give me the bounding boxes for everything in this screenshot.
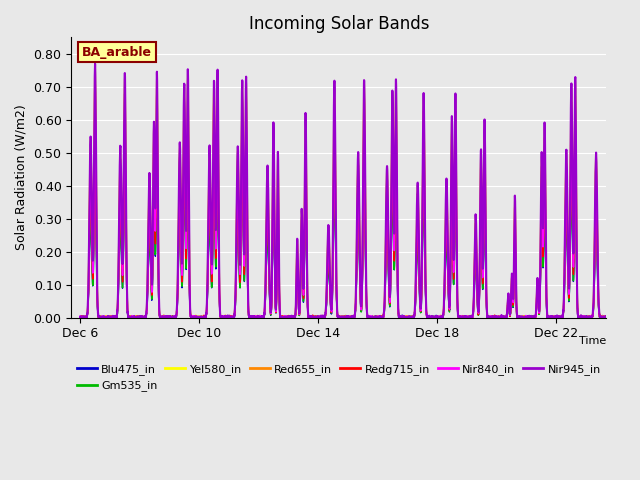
Yel580_in — [76, 315, 84, 321]
Red655_in — [605, 315, 613, 321]
Redg715_in — [605, 314, 613, 320]
Redg715_in — [76, 315, 84, 321]
Nir945_in — [175, 159, 183, 165]
Nir945_in — [395, 312, 403, 317]
Blu475_in — [92, 171, 99, 177]
Redg715_in — [612, 315, 620, 321]
Blu475_in — [395, 315, 403, 321]
Nir840_in — [76, 315, 84, 321]
Nir840_in — [605, 315, 613, 321]
Blu475_in — [99, 314, 106, 320]
Yel580_in — [76, 314, 84, 320]
Text: Time: Time — [579, 336, 607, 346]
Gm535_in — [612, 314, 620, 320]
Red655_in — [76, 315, 84, 321]
Blu475_in — [175, 225, 183, 230]
Redg715_in — [76, 314, 84, 320]
Yel580_in — [92, 67, 99, 72]
Y-axis label: Solar Radiation (W/m2): Solar Radiation (W/m2) — [15, 105, 28, 250]
Nir840_in — [612, 314, 620, 320]
Gm535_in — [172, 315, 180, 321]
Redg715_in — [395, 313, 403, 319]
Red655_in — [172, 312, 180, 318]
Legend: Blu475_in, Gm535_in, Yel580_in, Red655_in, Redg715_in, Nir840_in, Nir945_in: Blu475_in, Gm535_in, Yel580_in, Red655_i… — [72, 360, 605, 396]
Blu475_in — [256, 315, 264, 321]
Nir840_in — [172, 312, 180, 318]
Redg715_in — [99, 315, 106, 321]
Nir945_in — [76, 315, 84, 321]
Line: Redg715_in: Redg715_in — [80, 145, 616, 318]
Red655_in — [612, 314, 620, 320]
Nir840_in — [256, 312, 264, 318]
Red655_in — [395, 313, 403, 319]
Nir840_in — [175, 191, 183, 197]
Yel580_in — [605, 314, 613, 320]
Blu475_in — [605, 314, 613, 320]
Gm535_in — [256, 314, 264, 320]
Gm535_in — [395, 314, 403, 320]
Nir840_in — [92, 111, 99, 117]
Red655_in — [98, 314, 106, 320]
Yel580_in — [99, 315, 106, 321]
Gm535_in — [605, 314, 613, 320]
Line: Nir840_in: Nir840_in — [80, 114, 616, 318]
Nir945_in — [98, 314, 106, 320]
Line: Gm535_in: Gm535_in — [80, 170, 616, 318]
Gm535_in — [175, 221, 183, 227]
Gm535_in — [92, 167, 99, 173]
Title: Incoming Solar Bands: Incoming Solar Bands — [248, 15, 429, 33]
Nir945_in — [92, 61, 99, 67]
Redg715_in — [175, 206, 183, 212]
Red655_in — [92, 81, 99, 87]
Blu475_in — [172, 312, 180, 318]
Yel580_in — [172, 312, 180, 318]
Blu475_in — [77, 315, 84, 321]
Gm535_in — [77, 315, 84, 321]
Line: Red655_in: Red655_in — [80, 84, 616, 318]
Blu475_in — [612, 315, 620, 321]
Text: BA_arable: BA_arable — [82, 46, 152, 59]
Nir840_in — [395, 313, 403, 319]
Red655_in — [256, 315, 264, 321]
Nir945_in — [612, 314, 620, 320]
Yel580_in — [612, 314, 620, 320]
Gm535_in — [99, 314, 106, 320]
Yel580_in — [175, 157, 183, 163]
Line: Nir945_in: Nir945_in — [80, 64, 616, 318]
Yel580_in — [395, 312, 403, 318]
Nir945_in — [172, 313, 180, 319]
Redg715_in — [256, 314, 264, 320]
Line: Blu475_in: Blu475_in — [80, 174, 616, 318]
Nir945_in — [605, 313, 613, 319]
Yel580_in — [256, 315, 264, 321]
Redg715_in — [172, 313, 180, 319]
Nir840_in — [98, 315, 106, 321]
Red655_in — [175, 173, 183, 179]
Nir945_in — [256, 314, 264, 320]
Blu475_in — [76, 313, 84, 319]
Line: Yel580_in: Yel580_in — [80, 70, 616, 318]
Gm535_in — [76, 314, 84, 320]
Redg715_in — [92, 143, 99, 148]
